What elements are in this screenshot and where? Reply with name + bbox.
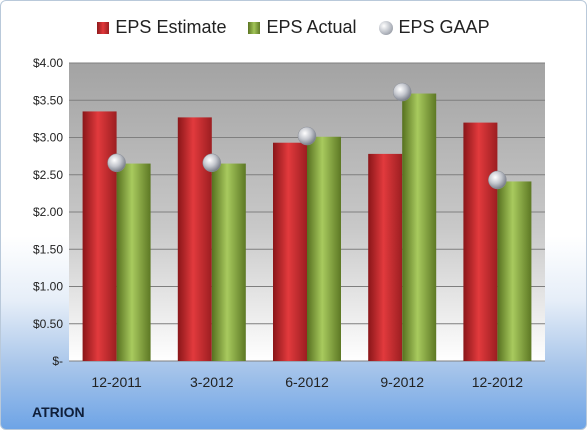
x-tick-label: 6-2012: [285, 374, 329, 390]
legend-item-eps-estimate: EPS Estimate: [97, 17, 226, 38]
legend-label-eps-gaap: EPS GAAP: [398, 17, 490, 37]
y-tick-label: $3.50: [33, 93, 63, 107]
x-axis-tick-labels: 12-2011 3-2012 6-2012 9-2012 12-2012: [91, 374, 523, 390]
y-tick-label: $2.00: [33, 205, 63, 219]
legend-swatch-eps-gaap: [378, 20, 393, 35]
bar-eps-estimate: [463, 122, 498, 361]
y-tick-label: $4.00: [33, 56, 63, 70]
y-tick-label: $1.00: [33, 280, 63, 294]
legend-item-eps-actual: EPS Actual: [248, 17, 357, 38]
marker-eps-gaap: [392, 82, 412, 102]
bar-eps-actual: [402, 93, 437, 362]
legend: EPS Estimate EPS Actual EPS GAAP: [1, 17, 586, 38]
y-tick-label: $0.50: [33, 317, 63, 331]
bar-eps-actual: [211, 163, 246, 361]
legend-swatch-eps-estimate: [97, 21, 110, 34]
y-axis-tick-labels: $- $0.50 $1.00 $1.50 $2.00 $2.50 $3.00 $3.50 $4.…: [33, 56, 63, 368]
bar-eps-actual: [116, 163, 151, 361]
legend-label-eps-actual: EPS Actual: [266, 17, 357, 37]
bar-eps-estimate: [177, 117, 212, 361]
bar-eps-estimate: [273, 142, 307, 361]
bar-eps-actual: [307, 136, 341, 361]
y-tick-label: $1.50: [33, 242, 63, 256]
marker-eps-gaap: [107, 153, 126, 173]
marker-eps-gaap: [297, 126, 317, 146]
marker-eps-gaap: [488, 170, 507, 190]
x-tick-label: 12-2011: [91, 374, 142, 390]
y-tick-label: $2.50: [33, 168, 63, 182]
marker-eps-gaap: [202, 153, 222, 173]
y-tick-label: $-: [52, 354, 63, 368]
legend-swatch-eps-actual: [248, 21, 261, 34]
legend-label-eps-estimate: EPS Estimate: [115, 17, 227, 37]
x-tick-label: 12-2012: [472, 374, 524, 390]
bar-eps-actual: [497, 181, 532, 361]
gaap-markers: [107, 82, 507, 190]
y-tick-label: $3.00: [33, 131, 63, 145]
bar-eps-estimate: [82, 111, 117, 361]
x-tick-label: 9-2012: [380, 374, 424, 390]
company-name: ATRION: [32, 404, 85, 420]
x-tick-label: 3-2012: [190, 374, 234, 390]
bar-eps-estimate: [368, 153, 403, 361]
bars: [82, 93, 532, 362]
legend-item-eps-gaap: EPS GAAP: [378, 17, 490, 38]
